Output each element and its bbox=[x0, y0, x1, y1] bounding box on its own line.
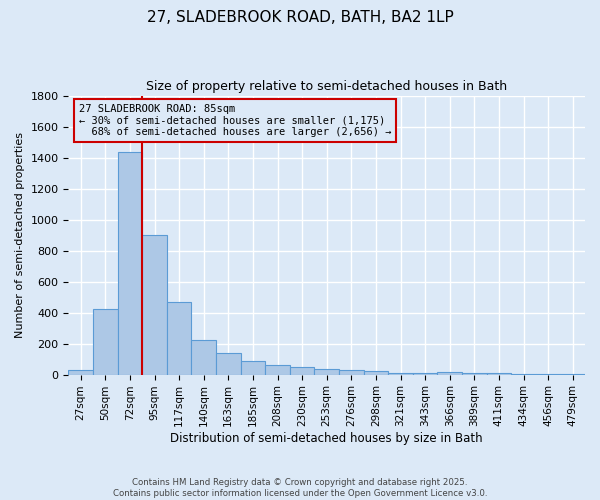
Text: 27, SLADEBROOK ROAD, BATH, BA2 1LP: 27, SLADEBROOK ROAD, BATH, BA2 1LP bbox=[146, 10, 454, 25]
Bar bbox=[290, 368, 314, 374]
Bar bbox=[118, 152, 142, 374]
Bar bbox=[68, 370, 93, 374]
Bar bbox=[388, 373, 413, 374]
Bar bbox=[314, 369, 339, 374]
Bar bbox=[265, 366, 290, 374]
Bar bbox=[93, 308, 118, 374]
Bar bbox=[339, 370, 364, 374]
Bar bbox=[364, 372, 388, 374]
Title: Size of property relative to semi-detached houses in Bath: Size of property relative to semi-detach… bbox=[146, 80, 507, 93]
Bar bbox=[191, 340, 216, 374]
Bar bbox=[487, 373, 511, 374]
Y-axis label: Number of semi-detached properties: Number of semi-detached properties bbox=[15, 132, 25, 338]
X-axis label: Distribution of semi-detached houses by size in Bath: Distribution of semi-detached houses by … bbox=[170, 432, 483, 445]
Bar bbox=[216, 353, 241, 374]
Text: 27 SLADEBROOK ROAD: 85sqm
← 30% of semi-detached houses are smaller (1,175)
  68: 27 SLADEBROOK ROAD: 85sqm ← 30% of semi-… bbox=[79, 104, 391, 137]
Bar bbox=[167, 302, 191, 374]
Bar bbox=[437, 372, 462, 374]
Bar bbox=[142, 235, 167, 374]
Bar bbox=[241, 360, 265, 374]
Text: Contains HM Land Registry data © Crown copyright and database right 2025.
Contai: Contains HM Land Registry data © Crown c… bbox=[113, 478, 487, 498]
